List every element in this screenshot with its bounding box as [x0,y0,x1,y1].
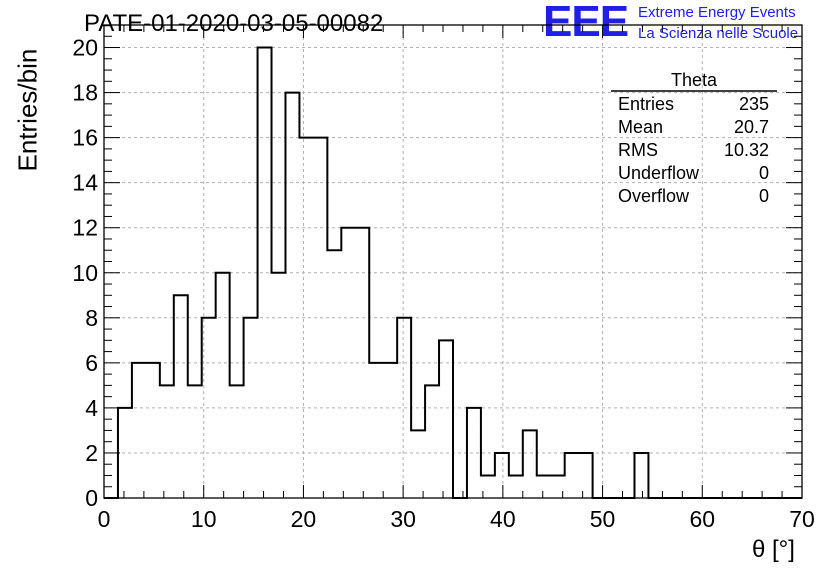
histogram-bin [369,363,383,498]
histogram-bin [327,250,341,498]
histogram-bin [160,385,174,498]
histogram-bin [216,273,230,498]
histogram-bin [299,138,313,498]
logo-caption-line1: Extreme Energy Events [638,4,796,21]
eee-logo: EEE [543,0,629,46]
histogram-bin [341,228,355,498]
y-tick-label: 0 [85,485,98,511]
y-tick-label: 14 [72,170,98,196]
stats-row-value: 20.7 [734,117,769,137]
y-tick-label: 18 [72,80,98,106]
x-tick-label: 60 [689,506,715,532]
stats-row-value: 10.32 [724,140,769,160]
histogram-bin [272,273,286,498]
histogram-bin [425,385,439,498]
histogram-bin [537,475,551,498]
stats-row-value: 0 [759,186,769,206]
stats-row-value: 0 [759,163,769,183]
histogram-bin [188,385,202,498]
histogram-bin [258,48,272,498]
x-tick-label: 0 [98,506,111,532]
logo-caption-line2: La Scienza nelle Scuole [638,25,799,42]
x-tick-label: 40 [490,506,516,532]
stats-row-label: Mean [618,117,663,137]
x-tick-label: 10 [191,506,217,532]
y-tick-label: 12 [72,215,98,241]
chart-title: PATE-01-2020-03-05-00082 [84,10,384,37]
histogram-bin [565,453,579,498]
histogram-bin [230,385,244,498]
y-tick-label: 4 [85,395,98,421]
y-tick-label: 8 [85,305,98,331]
histogram-outline [104,46,802,499]
histogram-bin [509,475,523,498]
x-tick-label: 70 [789,506,815,532]
x-tick-label: 20 [291,506,317,532]
histogram-bin [174,295,188,498]
stats-row-label: RMS [618,140,658,160]
histogram-bin [495,453,509,498]
histogram-bin [411,430,425,498]
stats-row-label: Overflow [618,186,690,206]
y-tick-label: 16 [72,125,98,151]
y-tick-label: 10 [72,260,98,286]
histogram-bin [132,363,146,498]
histogram-bin [146,363,160,498]
histogram-bin [439,340,453,498]
y-tick-label: 6 [85,350,98,376]
stats-row-label: Underflow [618,163,700,183]
x-axis-label: θ [°] [752,536,795,563]
stats-row-label: Entries [618,94,674,114]
y-tick-label: 2 [85,440,98,466]
stats-box-title: Theta [671,70,718,90]
histogram-bin [285,93,299,498]
histogram-bin [523,430,537,498]
y-tick-label: 20 [72,35,98,61]
histogram-bin [634,453,648,498]
histogram-bin [383,363,397,498]
histogram-bin [579,453,593,498]
x-tick-label: 30 [390,506,416,532]
x-tick-label: 50 [590,506,616,532]
stats-row-value: 235 [739,94,769,114]
